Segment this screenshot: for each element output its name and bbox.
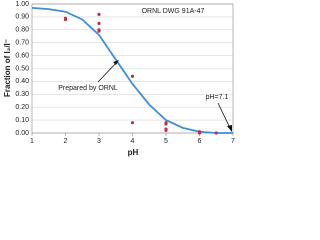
x-tick-label: 6 <box>198 138 202 145</box>
data-point <box>97 29 101 33</box>
annotation: ORNL DWG 91A-47 <box>142 8 205 15</box>
arrow-head <box>227 125 232 132</box>
y-axis-label: Fraction of I₂/I⁻ <box>3 39 12 97</box>
x-tick-label: 3 <box>97 138 101 145</box>
y-tick-label: 0.10 <box>15 117 29 124</box>
data-point <box>97 21 101 25</box>
arrow <box>217 102 231 129</box>
x-tick-label: 5 <box>164 138 168 145</box>
data-point <box>197 131 202 135</box>
y-tick-label: 1.00 <box>15 1 29 8</box>
y-tick-label: 0.90 <box>15 14 29 21</box>
data-point <box>164 122 168 126</box>
y-tick-label: 0.70 <box>15 40 29 47</box>
arrow <box>97 61 118 83</box>
y-tick-label: 0.40 <box>15 78 29 85</box>
plot-frame <box>31 3 234 134</box>
x-tick-label: 2 <box>64 138 68 145</box>
data-point <box>130 121 135 125</box>
data-point <box>130 74 135 78</box>
annotation: pH=7.1 <box>206 94 229 101</box>
x-tick-label: 4 <box>131 138 135 145</box>
x-axis-label: pH <box>128 148 139 157</box>
y-tick-label: 0.50 <box>15 65 29 72</box>
data-point <box>164 128 168 133</box>
chart: Fraction of I₂/I⁻ pH 0.00 0.10 0.20 0.30 0.4… <box>3 1 235 157</box>
page: {"chart_data": {"type": "scatter", "anno… <box>0 0 237 159</box>
data-point <box>214 131 218 135</box>
annotation-box <box>58 83 118 93</box>
y-tick-label: 0.20 <box>15 104 29 111</box>
y-tick-label: 0.60 <box>15 52 29 59</box>
curve <box>31 6 233 134</box>
y-tick-label: 0.00 <box>15 130 29 137</box>
data-point <box>63 17 68 22</box>
x-tick-label: 7 <box>231 138 235 145</box>
x-tick-label: 1 <box>30 138 34 145</box>
data-point <box>97 12 101 16</box>
annotation: Prepared by ORNL <box>58 85 118 92</box>
y-tick-label: 0.30 <box>15 91 29 98</box>
arrow-head <box>113 60 119 65</box>
y-tick-label: 0.80 <box>15 27 29 34</box>
